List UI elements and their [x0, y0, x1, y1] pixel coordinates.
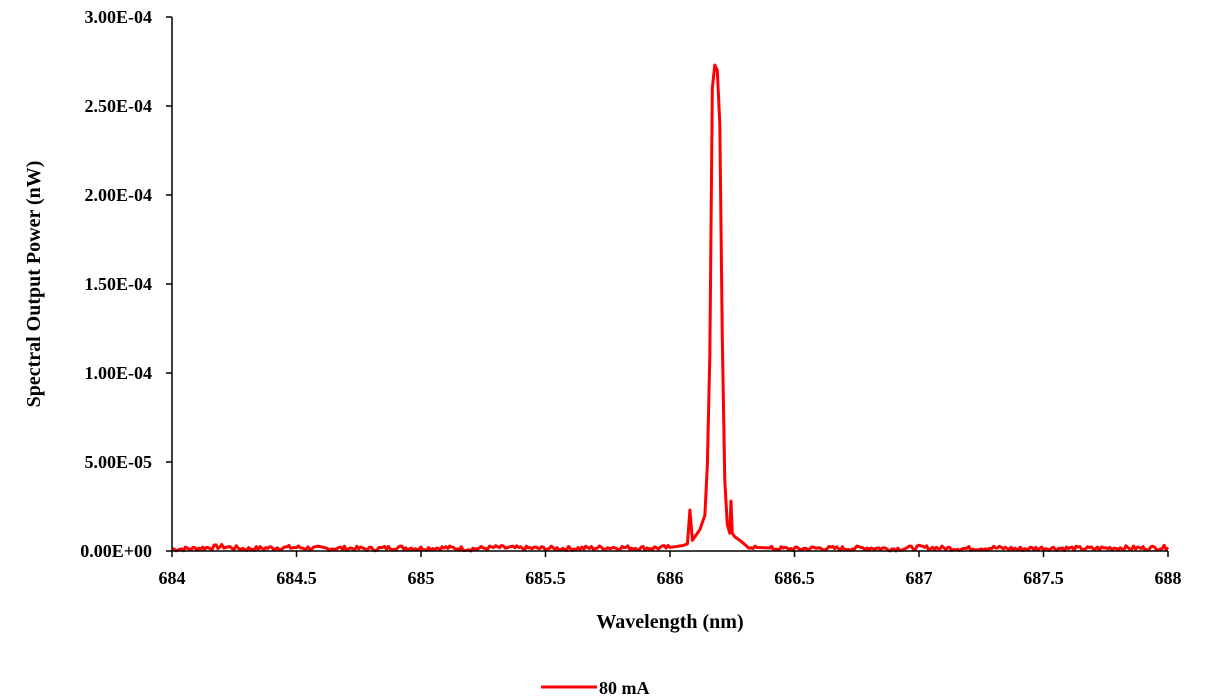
x-axis-title: Wavelength (nm) — [596, 611, 743, 633]
y-tick-label: 1.00E-04 — [85, 363, 153, 383]
x-tick-label: 684 — [159, 568, 186, 588]
y-tick-label: 3.00E-04 — [85, 7, 153, 27]
y-tick-label: 0.00E+00 — [80, 541, 152, 561]
x-tick-label: 685.5 — [525, 568, 566, 588]
y-tick-label: 1.50E-04 — [85, 274, 153, 294]
x-tick-label: 688 — [1155, 568, 1182, 588]
x-tick-label: 687.5 — [1023, 568, 1064, 588]
y-tick-label: 2.00E-04 — [85, 185, 153, 205]
x-tick-label: 684.5 — [276, 568, 317, 588]
x-axis-ticks: 684 684.5 685 685.5 686 686.5 687 687.5 688 — [159, 551, 1182, 588]
plot-area — [171, 17, 1170, 553]
legend: 80 mA — [541, 678, 650, 698]
y-tick-label: 5.00E-05 — [85, 452, 153, 472]
y-axis-title: Spectral Output Power (nW) — [23, 161, 45, 408]
x-tick-label: 685 — [408, 568, 435, 588]
x-tick-label: 686 — [657, 568, 684, 588]
legend-label-80ma: 80 mA — [599, 678, 650, 698]
x-tick-label: 687 — [906, 568, 933, 588]
series-line-80ma — [171, 63, 1170, 553]
x-tick-label: 686.5 — [774, 568, 815, 588]
y-tick-label: 2.50E-04 — [85, 96, 153, 116]
y-axis-ticks: 0.00E+00 5.00E-05 1.00E-04 1.50E-04 2.00E-04… — [80, 7, 172, 561]
